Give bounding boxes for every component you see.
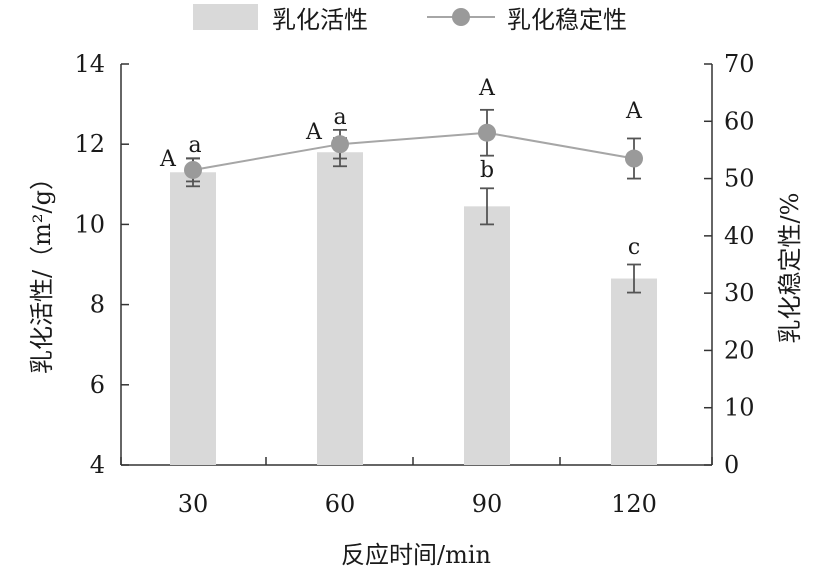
line-significance-label: A — [478, 76, 496, 101]
right-y-tick-label: 20 — [724, 336, 755, 364]
x-tick-label: 120 — [611, 490, 657, 518]
right-y-tick-label: 50 — [724, 165, 755, 193]
bar-significance-label: c — [628, 235, 640, 260]
left-y-axis-title: 乳化活性/（m²/g） — [28, 166, 56, 374]
right-y-tick-label: 0 — [724, 451, 739, 479]
right-y-ticks: 0 10 20 30 40 50 60 70 — [704, 50, 755, 479]
line-series — [184, 108, 643, 183]
legend-bar-label: 乳化活性 — [272, 6, 368, 34]
right-y-tick-label: 30 — [724, 279, 755, 307]
series-line — [192, 131, 635, 171]
line-significance-label: A — [625, 99, 643, 124]
line-point — [331, 135, 349, 154]
legend-line-marker — [452, 8, 470, 26]
bar — [317, 152, 363, 465]
bar — [464, 206, 510, 466]
left-y-ticks: 4 6 8 10 12 14 — [74, 50, 129, 479]
line-significance-label: A — [305, 120, 323, 145]
line-significance-label: A — [159, 147, 177, 172]
bar — [170, 172, 216, 465]
x-tick-label: 60 — [325, 490, 356, 518]
right-y-tick-label: 40 — [724, 222, 755, 250]
x-axis-title: 反应时间/min — [341, 541, 491, 569]
right-y-axis-title: 乳化稳定性/% — [776, 193, 804, 344]
left-y-tick-label: 12 — [74, 130, 105, 158]
left-y-tick-label: 8 — [90, 291, 105, 319]
left-y-tick-label: 10 — [74, 210, 105, 238]
line-point — [184, 160, 202, 179]
left-y-tick-label: 6 — [90, 371, 105, 399]
bar-significance-label: a — [333, 105, 346, 130]
left-y-tick-label: 14 — [74, 50, 105, 78]
legend-bar-swatch — [193, 4, 258, 30]
x-ticks: 30 60 90 120 — [120, 457, 713, 518]
bar-significance-label: a — [188, 133, 201, 158]
legend-line-label: 乳化稳定性 — [507, 6, 627, 34]
left-y-tick-label: 4 — [90, 451, 105, 479]
bar — [611, 278, 657, 465]
bar-significance-label: b — [480, 158, 494, 183]
right-y-tick-label: 10 — [724, 394, 755, 422]
line-point — [625, 149, 643, 168]
legend: 乳化活性 乳化稳定性 — [193, 4, 627, 34]
x-tick-label: 90 — [472, 490, 503, 518]
x-tick-label: 30 — [178, 490, 209, 518]
right-y-tick-label: 60 — [724, 107, 755, 135]
line-point — [478, 123, 496, 142]
bar-error-bars — [186, 137, 641, 294]
bar-series — [170, 152, 657, 466]
right-y-tick-label: 70 — [724, 50, 755, 78]
significance-labels: a a b c A A A A — [159, 76, 643, 260]
